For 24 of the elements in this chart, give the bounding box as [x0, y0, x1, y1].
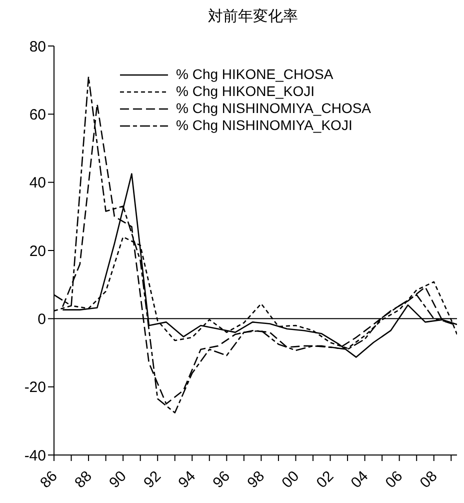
- x-tick-label: 88: [72, 468, 96, 492]
- x-tick-label: 04: [348, 468, 372, 492]
- y-tick-label: 60: [29, 106, 46, 124]
- legend-label: % Chg NISHINOMIYA_CHOSA: [176, 100, 372, 117]
- x-tick-label: 96: [210, 468, 234, 492]
- x-tick-label: 98: [244, 468, 268, 492]
- x-tick-label: 06: [382, 468, 406, 492]
- x-tick-label: 92: [140, 468, 164, 492]
- legend-label: % Chg HIKONE_KOJI: [176, 83, 314, 100]
- x-tick-label: 00: [278, 468, 303, 492]
- x-tick-label: 86: [37, 468, 61, 492]
- legend-label: % Chg NISHINOMIYA_KOJI: [176, 117, 352, 134]
- x-tick-label: 08: [416, 468, 441, 492]
- x-tick-label: 90: [106, 468, 130, 492]
- y-tick-label: 0: [38, 310, 46, 328]
- legend-label: % Chg HIKONE_CHOSA: [176, 66, 334, 83]
- x-tick-label: 02: [313, 468, 338, 492]
- y-tick-label: 40: [29, 174, 46, 192]
- y-tick-label: 80: [29, 38, 46, 56]
- chart-title: 対前年変化率: [207, 8, 299, 26]
- y-tick-label: -20: [24, 379, 46, 396]
- x-tick-label: 94: [175, 468, 199, 492]
- y-tick-label: -40: [24, 447, 46, 464]
- y-tick-label: 20: [29, 242, 46, 260]
